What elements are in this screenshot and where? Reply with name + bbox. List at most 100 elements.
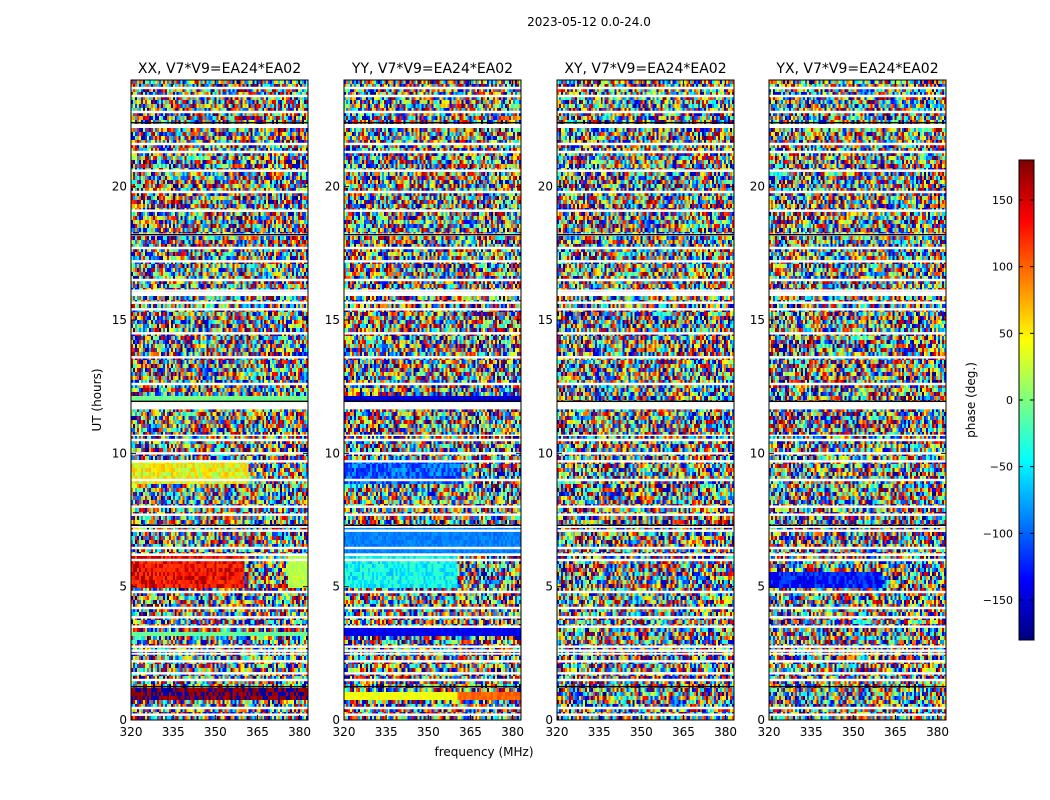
flagged-range [557, 402, 734, 410]
boundary-row [131, 233, 308, 236]
x-tick-label: 365 [459, 725, 482, 739]
flagged-row [344, 558, 521, 562]
y-tick-label: 5 [545, 580, 553, 594]
panel-frame [343, 79, 522, 721]
colorbar-tick-label: 150 [992, 194, 1013, 207]
colorbar-tick-label: −50 [990, 461, 1013, 474]
flagged-row [769, 649, 946, 652]
flagged-row [344, 169, 521, 172]
flagged-row [557, 660, 734, 663]
flagged-row [769, 289, 946, 292]
flagged-row [131, 308, 308, 311]
flagged-row [131, 460, 308, 463]
flagged-row [557, 513, 734, 516]
flagged-row [769, 308, 946, 311]
y-tick-label: 20 [325, 180, 340, 194]
x-axis-label: frequency (MHz) [434, 745, 533, 759]
flagged-row [344, 278, 521, 282]
x-tick-label: 320 [546, 725, 569, 739]
flagged-range [769, 402, 946, 410]
boundary-row [344, 685, 521, 688]
panel-group: XX, V7*V9=EA24*EA02 320 335 350 365 380 0 5 10 15… [112, 61, 949, 739]
y-tick-label: 15 [325, 313, 340, 327]
flagged-row [131, 616, 308, 619]
y-tick-label: 0 [119, 713, 127, 727]
flagged-row [131, 513, 308, 516]
flagged-row [769, 246, 946, 250]
flagged-row [131, 209, 308, 212]
flagged-row [344, 438, 521, 442]
flagged-range [344, 124, 521, 128]
y-tick-label: 10 [538, 446, 553, 460]
flagged-row [557, 558, 734, 562]
panel-title: YX, V7*V9=EA24*EA02 [775, 61, 938, 77]
flagged-row [344, 529, 521, 532]
flagged-row [131, 94, 308, 98]
x-tick-label: 380 [288, 725, 311, 739]
flagged-row [769, 546, 946, 550]
panel-frame [130, 79, 309, 721]
boundary-row [131, 400, 308, 403]
flagged-range [557, 553, 734, 556]
flagged-row [344, 110, 521, 114]
flagged-row [557, 169, 734, 172]
flagged-row [344, 289, 521, 292]
flagged-row [769, 356, 946, 359]
flagged-row [769, 678, 946, 682]
flagged-row [769, 278, 946, 282]
flagged-row [344, 150, 521, 154]
x-tick-label: 335 [375, 725, 398, 739]
flagged-row [344, 649, 521, 652]
flagged-row [769, 713, 946, 716]
flagged-range [557, 292, 734, 296]
y-tick-label: 15 [538, 313, 553, 327]
panel-title: XX, V7*V9=EA24*EA02 [138, 61, 301, 77]
y-tick-label: 20 [538, 180, 553, 194]
flagged-row [769, 452, 946, 455]
flagged-row [344, 505, 521, 508]
boundary-row [557, 233, 734, 236]
flagged-row [131, 625, 308, 628]
flagged-row [344, 356, 521, 359]
flagged-row [344, 660, 521, 663]
x-tick-label: 335 [588, 725, 611, 739]
y-tick-label: 20 [750, 180, 765, 194]
flagged-row [131, 278, 308, 282]
flagged-row [131, 190, 308, 194]
flagged-row [769, 209, 946, 212]
flagged-row [557, 452, 734, 455]
x-tick-label: 365 [672, 725, 695, 739]
flagged-row [557, 301, 734, 304]
boundary-row [344, 121, 521, 124]
flagged-row [769, 190, 946, 194]
phase-raster [131, 80, 308, 720]
flagged-row [769, 86, 946, 90]
flagged-row [557, 150, 734, 154]
x-tick-label: 365 [884, 725, 907, 739]
flagged-row [557, 209, 734, 212]
flagged-row [344, 525, 521, 528]
flagged-range [131, 292, 308, 296]
x-tick-label: 320 [333, 725, 356, 739]
flagged-row [557, 190, 734, 194]
flagged-row [769, 460, 946, 463]
figure-suptitle: 2023-05-12 0.0-24.0 [527, 15, 651, 29]
boundary-row [131, 121, 308, 124]
x-tick-label: 350 [630, 725, 653, 739]
flagged-row [344, 645, 521, 648]
flagged-row [131, 525, 308, 528]
flagged-row [344, 606, 521, 610]
x-tick-label: 380 [501, 725, 524, 739]
flagged-row [344, 478, 521, 482]
flagged-range [769, 553, 946, 556]
flagged-row [344, 713, 521, 716]
flagged-row [557, 625, 734, 628]
boundary-row [557, 400, 734, 403]
flagged-range [769, 652, 946, 655]
flagged-row [344, 94, 521, 98]
panel-title: YY, V7*V9=EA24*EA02 [351, 61, 513, 77]
y-tick-label: 10 [325, 446, 340, 460]
flagged-row [557, 142, 734, 146]
flagged-row [557, 460, 734, 463]
